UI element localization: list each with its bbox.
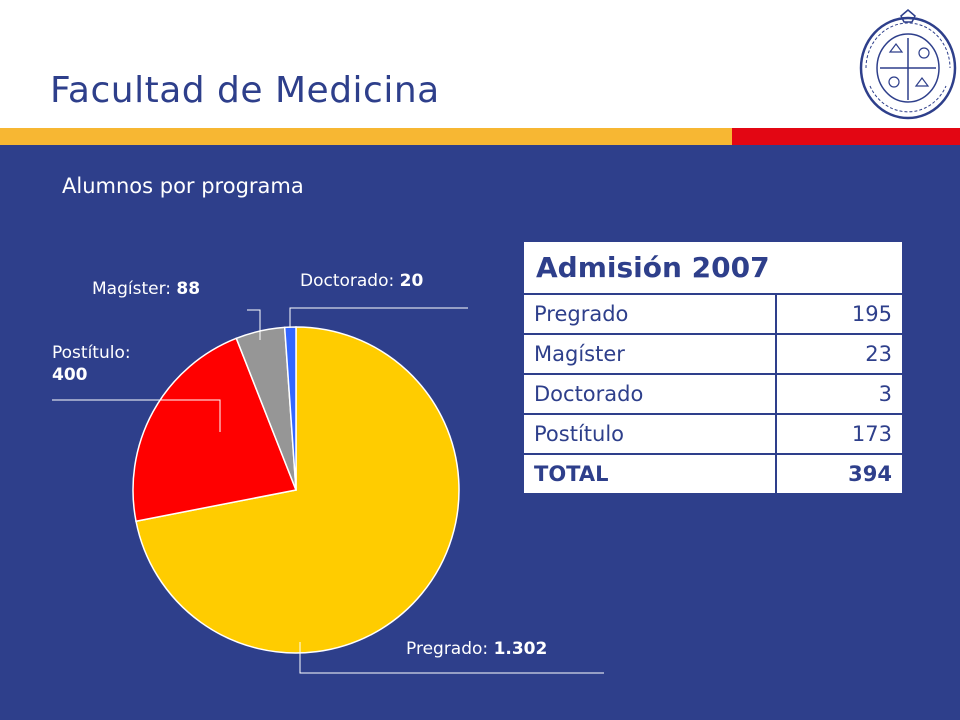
table-total-row: TOTAL 394 [521, 453, 904, 495]
label-magister: Magíster: 88 [92, 278, 200, 300]
accent-stripe-yellow [0, 128, 732, 145]
label-postitulo-name: Postítulo: [52, 343, 131, 363]
label-pregrado: Pregrado: 1.302 [406, 638, 547, 660]
pie-slice-pregrado [135, 326, 460, 654]
table-row: Magíster 23 [521, 333, 904, 375]
accent-stripe-red [732, 128, 960, 145]
row-label: Doctorado [521, 373, 778, 415]
label-pregrado-name: Pregrado: [406, 639, 489, 659]
row-label: Magíster [521, 333, 778, 375]
table-header-row: Admisión 2007 [522, 240, 904, 295]
label-pregrado-value: 1.302 [493, 639, 548, 659]
page-title: Facultad de Medicina [50, 70, 440, 111]
university-seal-logo [859, 9, 957, 120]
table-row: Pregrado 195 [521, 293, 904, 335]
leader-line-postitulo [52, 399, 221, 432]
leader-line-magister [247, 309, 261, 340]
label-postitulo-value: 400 [52, 365, 88, 385]
row-label: Pregrado [521, 293, 778, 335]
leader-line-doctorado [289, 307, 468, 328]
total-label: TOTAL [521, 453, 778, 495]
total-value: 394 [775, 453, 904, 495]
chart-subtitle: Alumnos por programa [62, 174, 304, 198]
header-bar [0, 0, 960, 128]
leader-line-pregrado [299, 642, 604, 674]
row-value: 23 [775, 333, 904, 375]
row-value: 195 [775, 293, 904, 335]
label-magister-value: 88 [176, 279, 201, 299]
table-title: Admisión 2007 [522, 240, 904, 295]
label-postitulo: Postítulo: 400 [52, 342, 131, 386]
row-value: 173 [775, 413, 904, 455]
table-row: Doctorado 3 [521, 373, 904, 415]
row-label: Postítulo [521, 413, 778, 455]
table-row: Postítulo 173 [521, 413, 904, 455]
row-value: 3 [775, 373, 904, 415]
label-doctorado-value: 20 [399, 271, 424, 291]
label-magister-name: Magíster: [92, 279, 171, 299]
label-doctorado: Doctorado: 20 [300, 270, 423, 292]
admission-table: Admisión 2007 Pregrado 195 Magíster 23 D… [521, 240, 904, 495]
pie-slice-postítulo [132, 337, 298, 523]
label-doctorado-name: Doctorado: [300, 271, 395, 291]
